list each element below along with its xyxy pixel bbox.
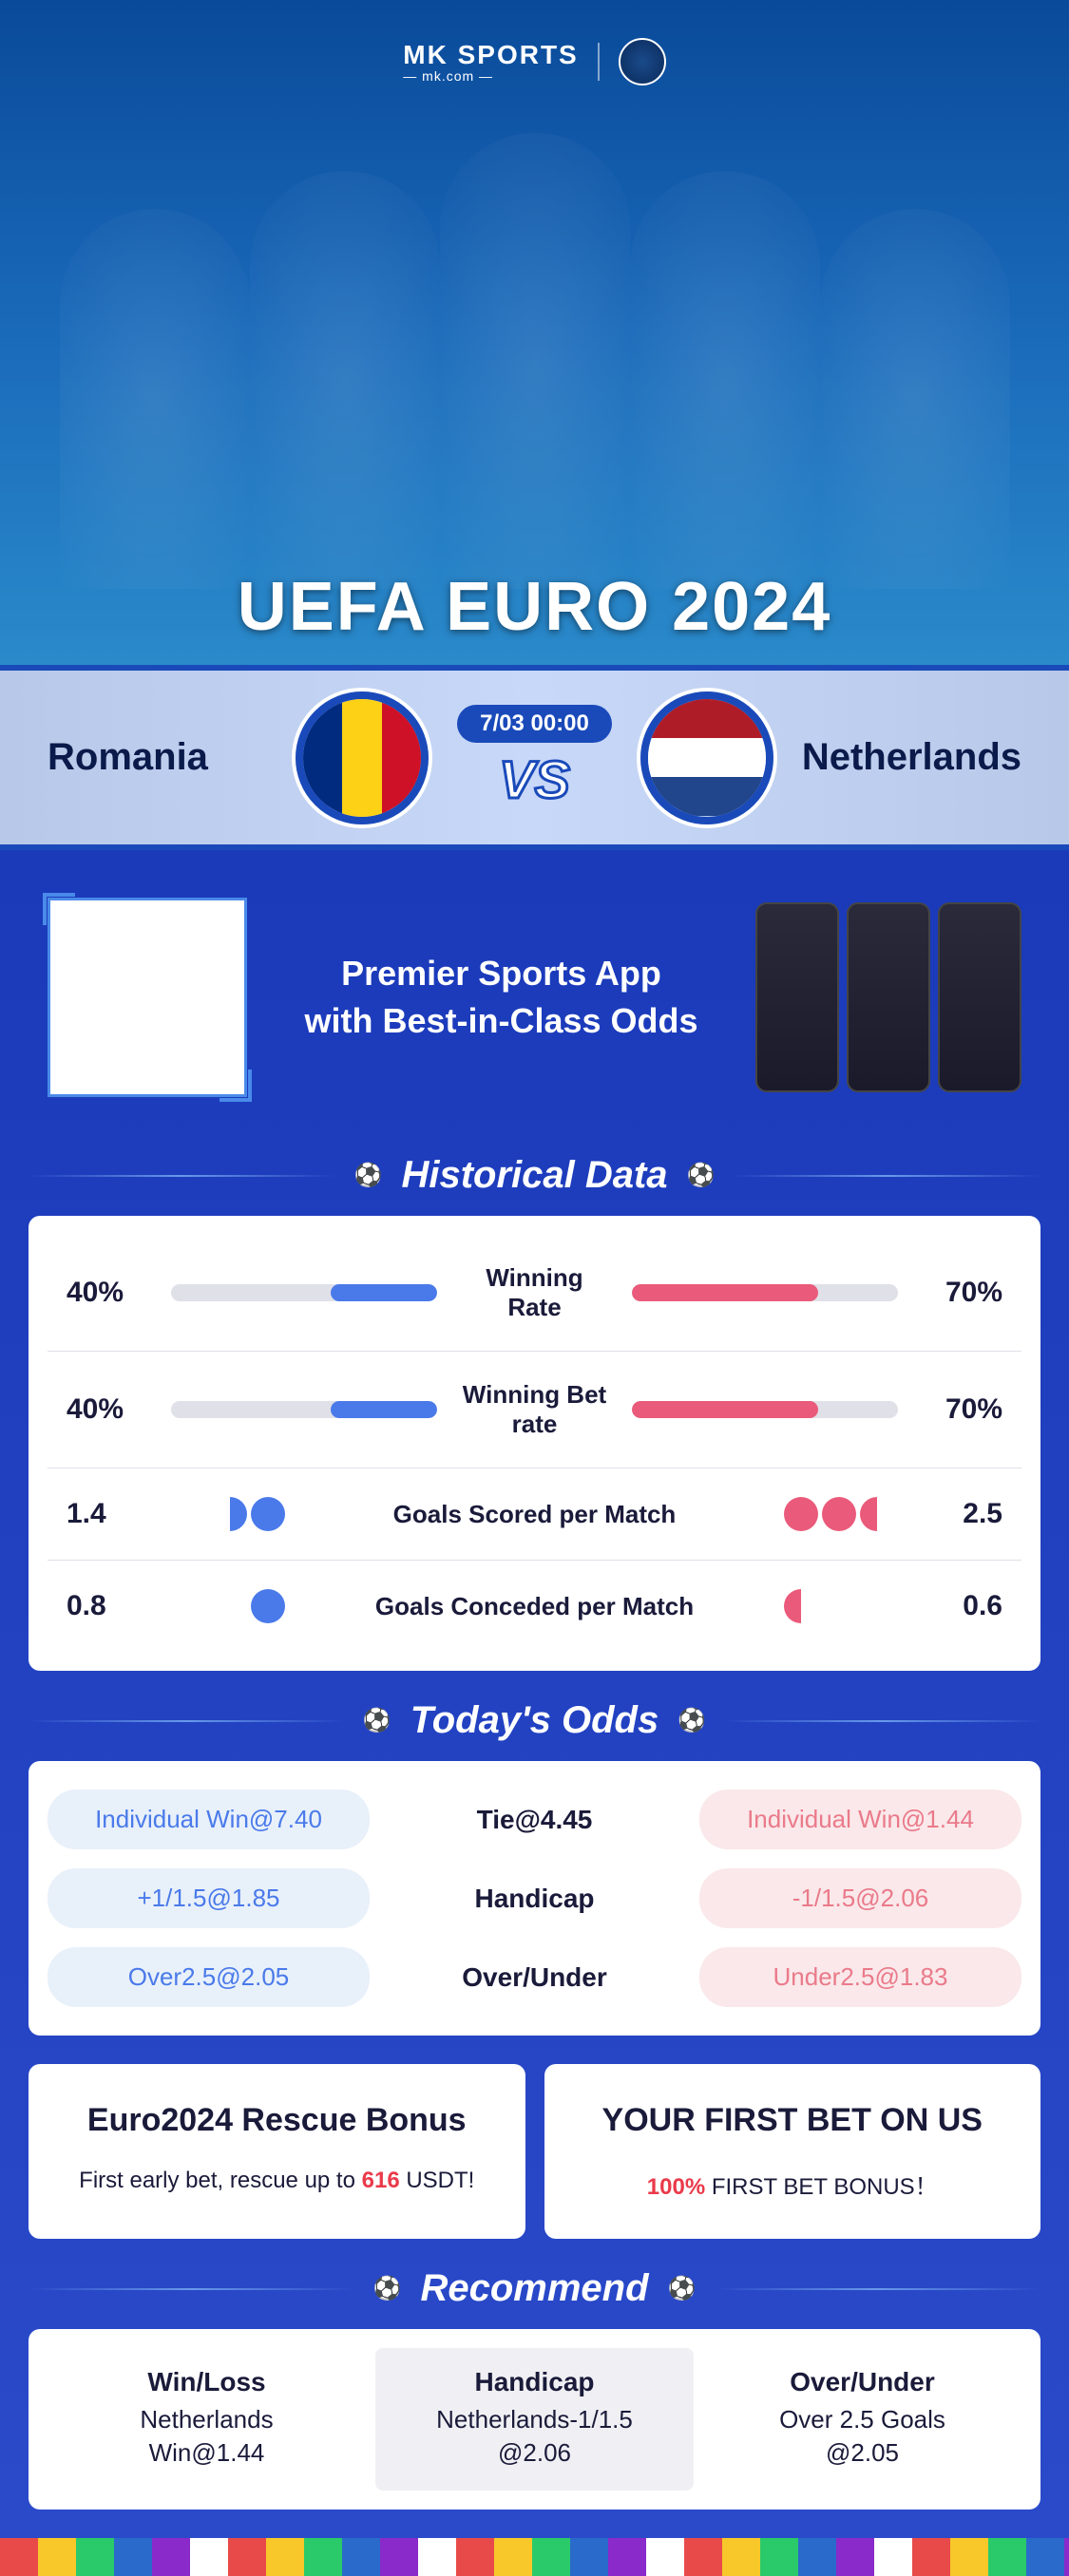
stat-left: 40% [67,1277,152,1309]
historical-header: ⚽ Historical Data ⚽ [29,1154,1040,1197]
stat-label: Goals Conceded per Match [304,1592,765,1621]
stat-row: 40% Winning Rate 70% [48,1235,1021,1352]
historical-title: Historical Data [401,1154,667,1197]
recommend-header: ⚽ Recommend ⚽ [29,2267,1040,2310]
stat-left: 40% [67,1393,152,1426]
odds-right[interactable]: Under2.5@1.83 [699,1947,1021,2007]
stat-right: 70% [917,1277,1002,1309]
odds-card: Individual Win@7.40 Tie@4.45 Individual … [29,1761,1040,2036]
stat-label: Winning Bet rate [456,1380,613,1439]
stat-left: 1.4 [67,1498,152,1530]
ball-icon: ⚽ [678,1707,706,1734]
balls-left [171,1589,285,1623]
odds-row: Individual Win@7.40 Tie@4.45 Individual … [48,1790,1021,1849]
rec-sub1: Netherlands [57,2405,356,2434]
promo-text: Premier Sports App with Best-in-Class Od… [285,950,717,1046]
odds-row: +1/1.5@1.85 Handicap -1/1.5@2.06 [48,1868,1021,1928]
stat-right: 70% [917,1393,1002,1426]
odds-left[interactable]: Individual Win@7.40 [48,1790,370,1849]
ball-icon: ⚽ [687,1162,716,1189]
bonus-rescue-card[interactable]: Euro2024 Rescue Bonus First early bet, r… [29,2064,525,2239]
bonus-rescue-desc: First early bet, rescue up to 616 USDT! [57,2168,497,2194]
rec-title: Over/Under [713,2367,1012,2397]
odds-right[interactable]: Individual Win@1.44 [699,1790,1021,1849]
rec-sub1: Over 2.5 Goals [713,2405,1012,2434]
ball-icon: ⚽ [668,2275,697,2302]
flag-romania-icon [296,691,429,824]
odds-title: Today's Odds [410,1699,659,1742]
bar-right [632,1401,898,1418]
bonus-firstbet-card[interactable]: YOUR FIRST BET ON US 100% FIRST BET BONU… [544,2064,1041,2239]
odds-center: Handicap [389,1884,680,1914]
stat-row: 0.8 Goals Conceded per Match 0.6 [48,1561,1021,1652]
bar-left [171,1284,437,1301]
odds-row: Over2.5@2.05 Over/Under Under2.5@1.83 [48,1947,1021,2007]
logo-brand: MK [403,40,449,69]
rec-sub2: @2.06 [385,2438,684,2468]
odds-left[interactable]: Over2.5@2.05 [48,1947,370,2007]
stat-right: 0.6 [917,1590,1002,1622]
odds-right[interactable]: -1/1.5@2.06 [699,1868,1021,1928]
odds-center: Tie@4.45 [389,1805,680,1835]
brand-logo: MK SPORTS — mk.com — [403,38,665,85]
team-right: Netherlands [802,736,1021,779]
stat-label: Goals Scored per Match [304,1500,765,1529]
balls-left [171,1497,285,1531]
rec-sub2: @2.05 [713,2438,1012,2468]
recommend-col[interactable]: Win/Loss Netherlands Win@1.44 [48,2358,366,2481]
balls-right [784,1497,898,1531]
recommend-col[interactable]: Handicap Netherlands-1/1.5 @2.06 [375,2348,694,2491]
vs-label: VS [499,748,570,810]
phone-mockup [755,902,1021,1092]
recommend-title: Recommend [420,2267,648,2310]
promo-section: Premier Sports App with Best-in-Class Od… [29,879,1040,1116]
ball-icon: ⚽ [373,2275,402,2302]
bonus-rescue-title: Euro2024 Rescue Bonus [57,2102,497,2139]
rec-sub2: Win@1.44 [57,2438,356,2468]
ball-icon: ⚽ [363,1707,391,1734]
logo-domain: — mk.com — [403,68,578,84]
recommend-col[interactable]: Over/Under Over 2.5 Goals @2.05 [703,2358,1021,2481]
team-left: Romania [48,736,208,779]
qr-placeholder [48,898,247,1097]
rec-title: Win/Loss [57,2367,356,2397]
stat-row: 1.4 Goals Scored per Match 2.5 [48,1468,1021,1561]
bonus-firstbet-title: YOUR FIRST BET ON US [573,2102,1013,2139]
stat-label: Winning Rate [456,1263,613,1322]
historical-card: 40% Winning Rate 70%40% Winning Bet rate… [29,1216,1040,1671]
bar-left [171,1401,437,1418]
bonus-firstbet-desc: 100% FIRST BET BONUS！ [573,2168,1013,2201]
promo-line2: with Best-in-Class Odds [285,997,717,1045]
footer-stripes [0,2538,1069,2576]
ball-icon: ⚽ [354,1162,383,1189]
stat-left: 0.8 [67,1590,152,1622]
rec-sub1: Netherlands-1/1.5 [385,2405,684,2434]
promo-line1: Premier Sports App [285,950,717,997]
stat-row: 40% Winning Bet rate 70% [48,1352,1021,1468]
club-badge-icon [619,38,666,85]
bar-right [632,1284,898,1301]
rec-title: Handicap [385,2367,684,2397]
bonus-row: Euro2024 Rescue Bonus First early bet, r… [29,2064,1040,2239]
stat-right: 2.5 [917,1498,1002,1530]
odds-left[interactable]: +1/1.5@1.85 [48,1868,370,1928]
matchup-bar: Romania 7/03 00:00 VS Netherlands [0,665,1069,850]
flag-netherlands-icon [640,691,773,824]
recommend-card: Win/Loss Netherlands Win@1.44 Handicap N… [29,2329,1040,2510]
match-datetime: 7/03 00:00 [457,705,612,743]
odds-center: Over/Under [389,1962,680,1993]
hero-banner: MK SPORTS — mk.com — UEFA EURO 2024 [0,0,1069,665]
players-image [0,114,1069,589]
hero-title: UEFA EURO 2024 [238,568,832,646]
logo-label: SPORTS [458,40,579,69]
odds-header: ⚽ Today's Odds ⚽ [29,1699,1040,1742]
balls-right [784,1589,898,1623]
